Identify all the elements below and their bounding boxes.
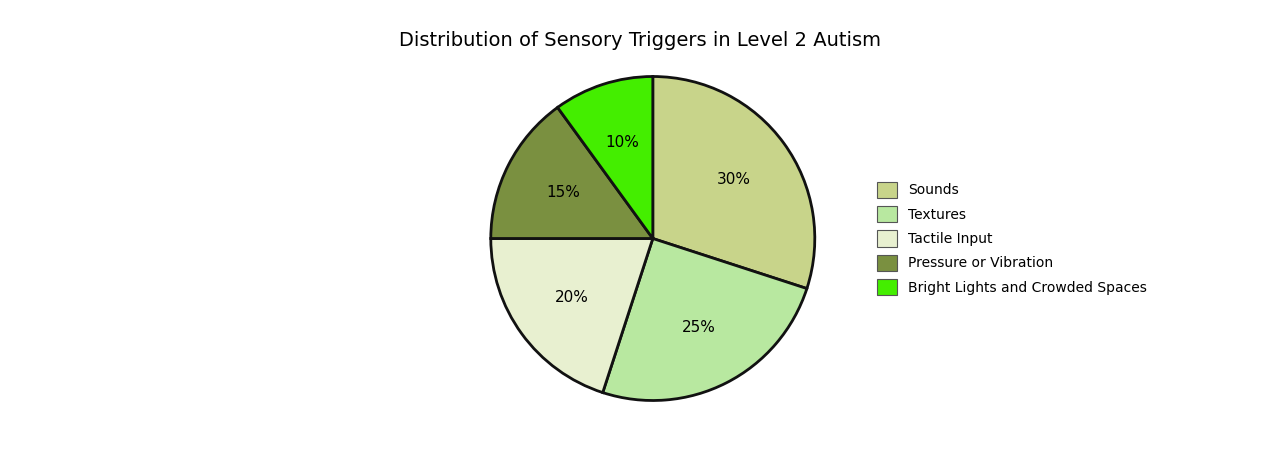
Wedge shape (603, 238, 806, 400)
Legend: Sounds, Textures, Tactile Input, Pressure or Vibration, Bright Lights and Crowde: Sounds, Textures, Tactile Input, Pressur… (870, 175, 1153, 302)
Wedge shape (653, 76, 815, 288)
Wedge shape (558, 76, 653, 238)
Text: 30%: 30% (717, 172, 751, 187)
Text: Distribution of Sensory Triggers in Level 2 Autism: Distribution of Sensory Triggers in Leve… (399, 32, 881, 50)
Text: 25%: 25% (681, 320, 716, 336)
Text: 20%: 20% (554, 290, 589, 305)
Wedge shape (490, 238, 653, 392)
Wedge shape (490, 108, 653, 238)
Text: 15%: 15% (547, 185, 580, 200)
Text: 10%: 10% (605, 135, 639, 150)
